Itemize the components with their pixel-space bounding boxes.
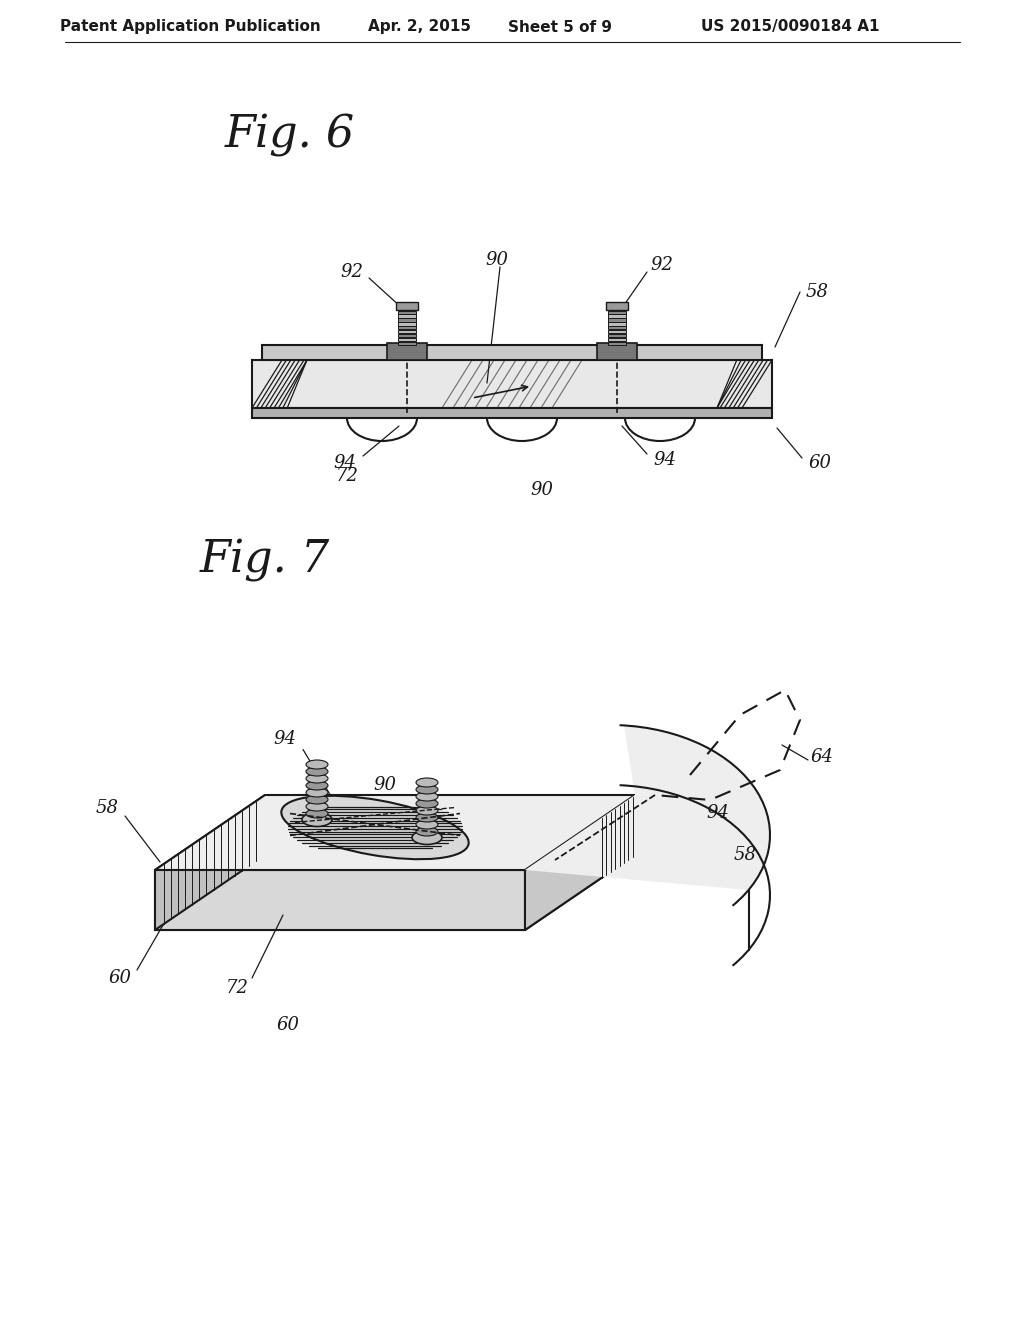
- Text: Apr. 2, 2015: Apr. 2, 2015: [369, 20, 471, 34]
- FancyBboxPatch shape: [608, 310, 626, 314]
- Text: 90: 90: [374, 776, 396, 795]
- Text: 60: 60: [109, 969, 131, 987]
- Ellipse shape: [306, 774, 328, 783]
- Ellipse shape: [416, 813, 438, 822]
- Text: 58: 58: [733, 846, 757, 865]
- Ellipse shape: [416, 828, 438, 836]
- Ellipse shape: [416, 820, 438, 829]
- FancyBboxPatch shape: [387, 343, 427, 360]
- Text: 60: 60: [809, 454, 831, 473]
- FancyBboxPatch shape: [608, 326, 626, 330]
- Polygon shape: [155, 795, 265, 931]
- FancyBboxPatch shape: [597, 343, 637, 360]
- Ellipse shape: [306, 788, 328, 797]
- FancyBboxPatch shape: [608, 314, 626, 318]
- Text: Fig. 7: Fig. 7: [200, 539, 331, 582]
- FancyBboxPatch shape: [398, 334, 416, 337]
- FancyBboxPatch shape: [398, 330, 416, 334]
- Text: 90: 90: [485, 251, 509, 269]
- Ellipse shape: [412, 830, 442, 845]
- Text: 60: 60: [276, 1016, 299, 1034]
- Polygon shape: [525, 726, 770, 890]
- Ellipse shape: [416, 792, 438, 801]
- FancyBboxPatch shape: [398, 318, 416, 322]
- Ellipse shape: [416, 785, 438, 795]
- Text: Fig. 6: Fig. 6: [225, 114, 355, 157]
- FancyBboxPatch shape: [608, 334, 626, 337]
- FancyBboxPatch shape: [608, 318, 626, 322]
- FancyBboxPatch shape: [608, 342, 626, 345]
- FancyBboxPatch shape: [252, 360, 772, 408]
- Text: 58: 58: [806, 282, 828, 301]
- Text: 94: 94: [653, 451, 677, 469]
- Polygon shape: [525, 795, 635, 931]
- FancyBboxPatch shape: [398, 322, 416, 326]
- Polygon shape: [155, 795, 635, 870]
- FancyBboxPatch shape: [608, 338, 626, 341]
- Text: 72: 72: [225, 979, 249, 997]
- Ellipse shape: [282, 796, 469, 859]
- Ellipse shape: [306, 795, 328, 804]
- Ellipse shape: [306, 760, 328, 770]
- FancyBboxPatch shape: [398, 314, 416, 318]
- FancyBboxPatch shape: [252, 408, 772, 418]
- Ellipse shape: [306, 781, 328, 789]
- Ellipse shape: [416, 777, 438, 787]
- Ellipse shape: [416, 807, 438, 814]
- Text: 90: 90: [530, 480, 554, 499]
- FancyBboxPatch shape: [608, 330, 626, 334]
- Text: 94: 94: [707, 804, 729, 822]
- Text: 58: 58: [95, 799, 119, 817]
- Ellipse shape: [302, 813, 332, 826]
- FancyBboxPatch shape: [398, 326, 416, 330]
- FancyBboxPatch shape: [606, 302, 628, 310]
- Ellipse shape: [306, 803, 328, 810]
- FancyBboxPatch shape: [398, 310, 416, 314]
- Ellipse shape: [306, 767, 328, 776]
- Ellipse shape: [416, 799, 438, 808]
- FancyBboxPatch shape: [398, 342, 416, 345]
- Text: US 2015/0090184 A1: US 2015/0090184 A1: [700, 20, 880, 34]
- FancyBboxPatch shape: [608, 322, 626, 326]
- Text: 72: 72: [336, 467, 358, 484]
- Text: 92: 92: [650, 256, 674, 275]
- Text: 94: 94: [334, 454, 356, 473]
- Text: Patent Application Publication: Patent Application Publication: [59, 20, 321, 34]
- FancyBboxPatch shape: [396, 302, 418, 310]
- Ellipse shape: [306, 809, 328, 818]
- Text: Sheet 5 of 9: Sheet 5 of 9: [508, 20, 612, 34]
- Text: 94: 94: [273, 730, 297, 748]
- Polygon shape: [155, 870, 525, 931]
- FancyBboxPatch shape: [262, 345, 762, 360]
- Text: 64: 64: [810, 748, 833, 766]
- Text: 92: 92: [341, 263, 364, 281]
- Polygon shape: [155, 855, 635, 931]
- FancyBboxPatch shape: [398, 338, 416, 341]
